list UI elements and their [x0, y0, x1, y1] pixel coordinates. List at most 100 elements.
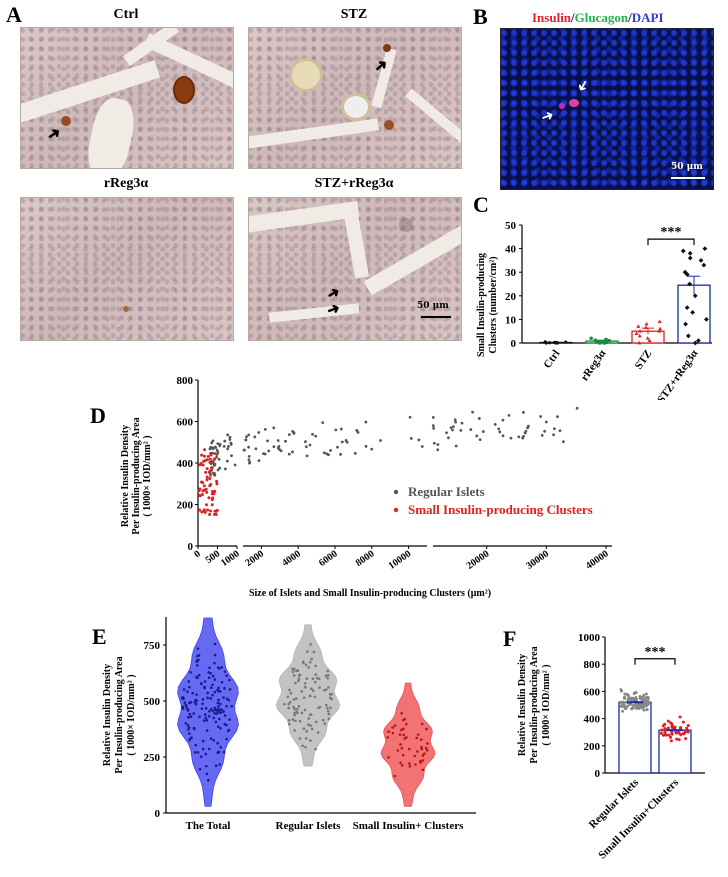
chart-e-point	[286, 695, 290, 699]
chart-d-point-islet	[322, 451, 326, 455]
chart-e-point	[181, 696, 184, 699]
chart-e-point	[314, 664, 318, 668]
chart-e-point	[209, 737, 213, 740]
chart-f-bar	[618, 701, 652, 774]
chart-f-point	[670, 732, 674, 736]
chart-e-point	[207, 671, 210, 674]
chart-e-point	[402, 718, 405, 722]
chart-e-point	[213, 678, 216, 681]
chart-f-point	[628, 703, 632, 707]
chart-d-point-cluster	[215, 482, 219, 486]
chart-e-point	[189, 700, 193, 704]
chart-e-point	[307, 717, 311, 720]
chart-f-ylabel-line3: ( 1000× IOD/mm² )	[541, 664, 552, 745]
chart-e-point	[295, 697, 298, 700]
chart-e-point	[303, 708, 307, 712]
chart-e-point	[219, 727, 222, 730]
chart-e-point	[187, 680, 191, 683]
panel-label-c: C	[473, 192, 489, 217]
chart-f-point	[684, 729, 688, 733]
chart-e-point	[201, 747, 205, 751]
chart-f-point	[625, 692, 629, 696]
chart-d-point-cluster	[204, 470, 208, 474]
chart-e-point	[292, 698, 296, 701]
chart-e-point	[402, 727, 405, 731]
chart-c-point	[554, 340, 558, 344]
chart-d-point-islet	[210, 441, 214, 445]
chart-d-point-islet	[370, 447, 374, 451]
chart-e-point	[207, 747, 211, 751]
chart-e-point	[218, 689, 222, 693]
chart-d-point-islet	[253, 435, 257, 439]
chart-d-point-islet	[216, 450, 220, 454]
chart-e-point	[193, 751, 197, 754]
chart-d-point-islet	[225, 459, 229, 463]
chart-f-point	[644, 692, 648, 696]
chart-e-point	[324, 688, 328, 692]
chart-e-point	[195, 699, 199, 703]
chart-d-point-islet	[247, 433, 251, 437]
chart-e-point	[393, 724, 397, 727]
chart-e-point	[297, 705, 301, 708]
chart-e-point	[408, 762, 411, 765]
chart-e-point	[309, 643, 312, 646]
chart-f-point	[621, 709, 625, 713]
chart-d-point-islet	[432, 426, 436, 430]
chart-e-point	[218, 717, 221, 721]
chart-d-point-islet	[340, 440, 344, 444]
chart-d-point-islet	[217, 457, 221, 461]
chart-e-point	[204, 764, 208, 768]
chart-c-point	[657, 319, 662, 324]
chart-e-point	[183, 701, 187, 704]
chart-d-point-islet	[471, 410, 475, 414]
chart-e-point	[207, 714, 211, 718]
chart-e-point	[307, 723, 310, 726]
scale-bar-label: 50 μm	[671, 162, 703, 172]
chart-d-point-islet	[339, 427, 343, 431]
chart-d-point-islet	[212, 472, 216, 476]
chart-e-point	[291, 718, 295, 721]
chart-d-point-islet	[451, 425, 455, 428]
chart-e-point	[302, 661, 305, 665]
chart-e-point	[420, 745, 423, 749]
chart-e-point	[207, 778, 210, 782]
chart-d-point-islet	[211, 439, 215, 443]
panel-b-title-part: Insulin	[532, 10, 572, 25]
scale-bar-label: 50 μm	[417, 301, 449, 311]
chart-d-point-islet	[336, 445, 339, 449]
chart-f-point	[623, 692, 627, 696]
chart-d-ytick-label: 0	[188, 541, 194, 553]
chart-e-point	[196, 647, 200, 650]
chart-d-point-islet	[449, 426, 453, 430]
chart-e-point	[399, 761, 402, 765]
micrograph-stz: ➜	[248, 27, 462, 169]
chart-e-point	[188, 685, 191, 689]
chart-d-point-islet	[527, 424, 530, 428]
chart-d-point-islet	[226, 447, 230, 451]
chart-d-point-islet	[321, 421, 325, 425]
chart-e-point	[421, 759, 424, 762]
chart-e-point	[206, 696, 209, 700]
chart-e-point	[326, 709, 330, 713]
chart-e-ytick-label: 250	[144, 752, 161, 764]
chart-d-point-cluster	[200, 493, 204, 497]
chart-d-point-cluster	[205, 458, 209, 462]
chart-f-point	[643, 698, 647, 702]
chart-e-point	[310, 657, 313, 661]
chart-d-point-cluster	[198, 463, 202, 467]
panel-label-e: E	[92, 624, 107, 649]
chart-c-point	[684, 305, 690, 310]
chart-e-point	[393, 774, 397, 778]
chart-e-point	[213, 690, 217, 694]
legend-label-regular: Regular Islets	[408, 484, 485, 499]
chart-c-point	[602, 341, 606, 345]
chart-d-point-cluster	[209, 509, 213, 513]
chart-d-point-islet	[210, 451, 214, 455]
chart-e-xtick-label: Regular Islets	[276, 820, 342, 832]
chart-e-point	[213, 712, 216, 715]
chart-d-point-islet	[454, 444, 458, 448]
chart-e-point	[196, 654, 199, 658]
chart-d-point-cluster	[197, 489, 201, 493]
chart-d-ytick-label: 200	[177, 500, 194, 512]
chart-d-point-islet	[344, 439, 348, 442]
